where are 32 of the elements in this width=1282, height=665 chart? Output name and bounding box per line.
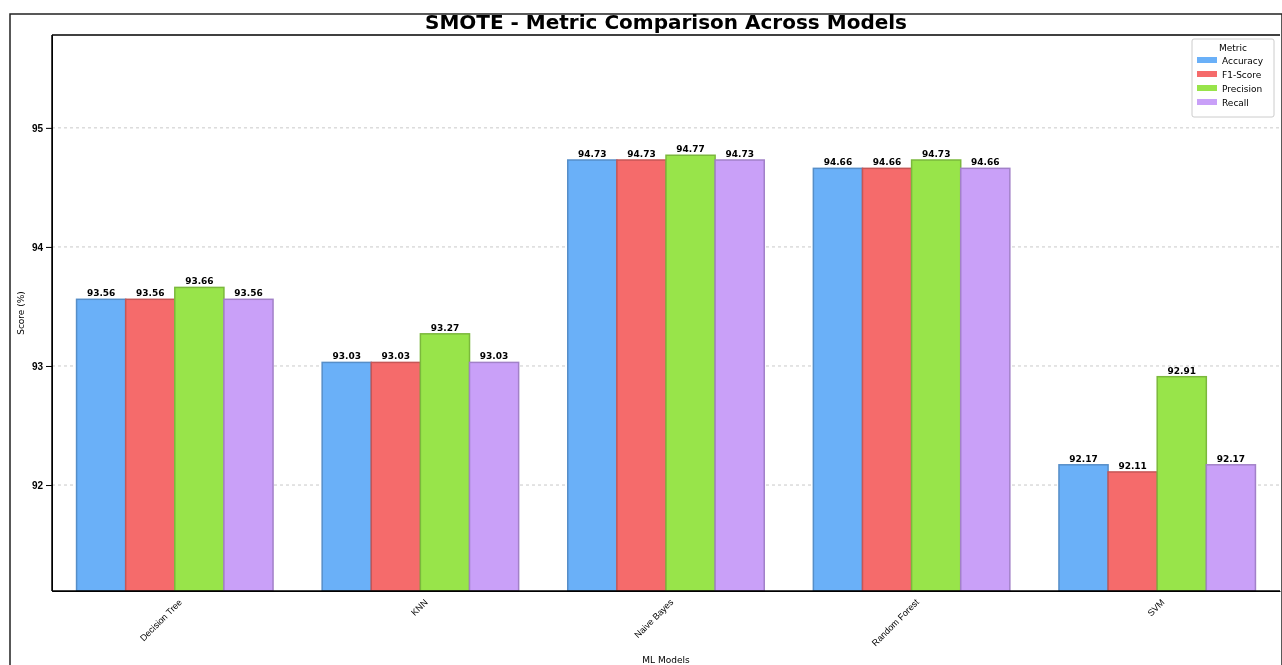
data-label: 94.66 (971, 157, 1000, 168)
data-label: 92.91 (1167, 365, 1196, 376)
data-label: 94.73 (725, 149, 754, 160)
legend-label: Accuracy (1222, 56, 1264, 66)
data-label: 93.03 (479, 351, 509, 362)
y-axis-title: Score (%) (16, 291, 26, 335)
data-label: 94.66 (872, 157, 902, 168)
data-label: 92.17 (1216, 453, 1246, 464)
data-label: 94.73 (627, 149, 656, 160)
data-label: 94.73 (921, 149, 951, 160)
legend-title: Metric (1219, 43, 1248, 53)
y-tick-label: 95 (31, 122, 44, 134)
legend-label: Recall (1222, 98, 1249, 108)
legend-label: F1-Score (1222, 70, 1262, 80)
data-label: 93.27 (430, 322, 460, 333)
data-label: 94.66 (823, 157, 853, 168)
data-label: 94.77 (676, 144, 705, 155)
data-label: 93.66 (185, 276, 214, 287)
y-tick-label: 92 (31, 479, 44, 491)
y-tick-label: 94 (31, 241, 44, 253)
data-label: 93.56 (86, 288, 116, 299)
data-label: 93.03 (332, 351, 361, 362)
data-label: 93.03 (381, 351, 411, 362)
data-label: 93.56 (136, 288, 165, 299)
data-label: 92.17 (1069, 453, 1098, 464)
data-label: 94.73 (578, 149, 607, 160)
y-tick-label: 93 (31, 360, 44, 372)
x-axis-title: ML Models (642, 655, 690, 665)
chart-title: SMOTE - Metric Comparison Across Models (424, 10, 908, 34)
legend-label: Precision (1222, 84, 1263, 94)
data-label: 93.56 (234, 288, 263, 299)
data-label: 92.11 (1118, 460, 1147, 471)
